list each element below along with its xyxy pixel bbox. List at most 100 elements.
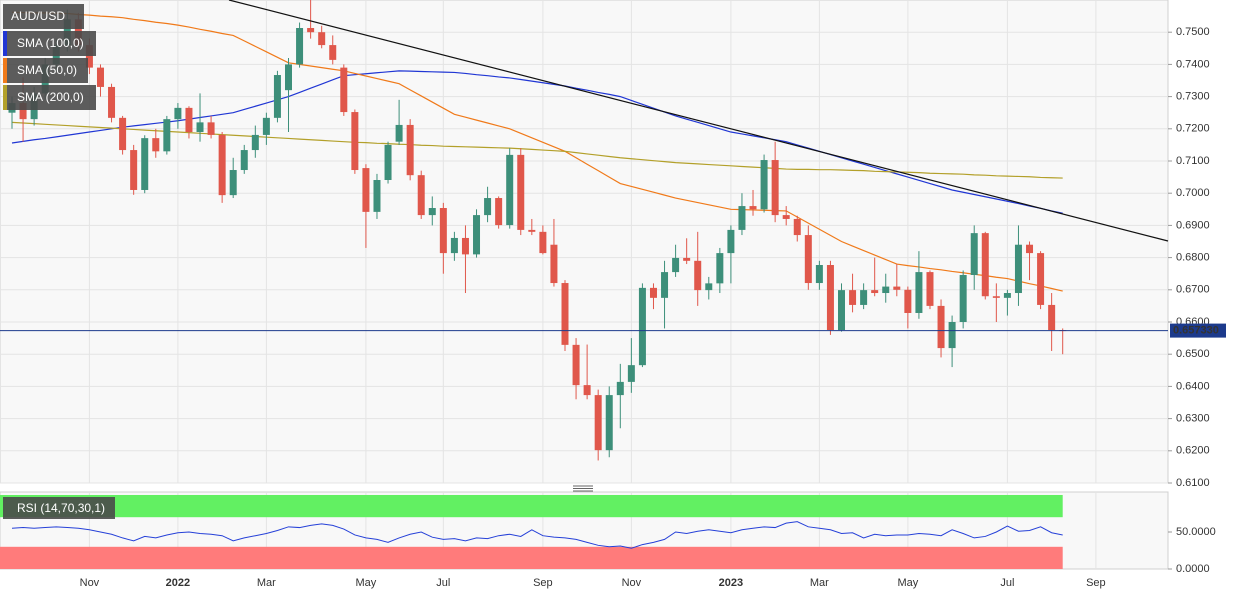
candle-body xyxy=(948,322,956,349)
candle-body xyxy=(1003,293,1011,298)
y-tick-label: 0.6800 xyxy=(1176,252,1210,264)
candle-body xyxy=(882,286,890,294)
candle-body xyxy=(804,235,812,284)
rsi-band xyxy=(0,495,1063,518)
candle-body xyxy=(904,289,912,313)
candle-body xyxy=(119,117,127,151)
candle-body xyxy=(406,124,414,176)
candle-body xyxy=(838,290,845,331)
candle-body xyxy=(771,160,779,216)
x-tick-label: Jul xyxy=(436,577,450,589)
y-tick-label: 0.7500 xyxy=(1176,26,1210,38)
x-tick-label: Nov xyxy=(80,577,100,589)
legend-box[interactable] xyxy=(3,4,84,29)
candle-body xyxy=(439,208,447,254)
candle-body xyxy=(484,198,492,216)
legend-box[interactable] xyxy=(3,497,115,519)
candle-body xyxy=(196,122,204,133)
candle-body xyxy=(318,32,326,46)
candle-body xyxy=(992,296,1000,298)
rsi-band xyxy=(0,546,1063,569)
legend-marker xyxy=(3,85,7,110)
y-tick-label: 0.6300 xyxy=(1176,413,1210,425)
candle-body xyxy=(473,215,481,255)
price-panel xyxy=(0,0,1169,484)
candle-body xyxy=(1037,253,1045,305)
y-tick-label: 0.6900 xyxy=(1176,219,1210,231)
candle-body xyxy=(594,395,602,451)
rsi-y-tick-label: 50.0000 xyxy=(1176,526,1216,538)
candle-body xyxy=(705,283,713,291)
candle-body xyxy=(793,218,801,236)
rsi-legend-label: RSI (14,70,30,1) xyxy=(17,501,105,515)
rsi-y-tick-label: 0.0000 xyxy=(1176,563,1210,575)
candle-body xyxy=(561,283,569,345)
candle-body xyxy=(152,138,160,152)
legend: AUD/USD SMA (100,0) SMA (50,0) SMA (200,… xyxy=(3,4,115,519)
x-tick-label: Nov xyxy=(622,577,642,589)
y-tick-label: 0.7300 xyxy=(1176,91,1210,103)
legend-symbol: AUD/USD xyxy=(11,9,65,23)
panel-handle[interactable] xyxy=(573,485,593,492)
candle-body xyxy=(428,208,436,216)
candle-body xyxy=(450,237,458,254)
candle-body xyxy=(937,305,945,349)
candle-body xyxy=(815,265,823,284)
candle-body xyxy=(959,274,967,322)
y-tick-label: 0.6700 xyxy=(1176,284,1210,296)
y-tick-label: 0.6400 xyxy=(1176,380,1210,392)
candle-body xyxy=(96,67,104,87)
candle-body xyxy=(285,64,292,91)
candle-body xyxy=(395,124,403,142)
legend-box[interactable] xyxy=(3,85,96,110)
candle-body xyxy=(627,365,635,382)
last-price-label: 0.657330 xyxy=(1173,325,1219,337)
candle-body xyxy=(517,154,525,230)
x-tick-label: May xyxy=(356,577,377,589)
candle-body xyxy=(672,257,680,273)
y-tick-label: 0.6500 xyxy=(1176,348,1210,360)
candle-body xyxy=(141,138,149,190)
candle-body xyxy=(572,344,580,386)
x-tick-label: Sep xyxy=(1086,577,1106,589)
legend-label: SMA (100,0) xyxy=(17,36,84,50)
legend-label: SMA (50,0) xyxy=(17,63,77,77)
candle-body xyxy=(362,168,370,212)
rsi-line xyxy=(11,521,1063,549)
candle-body xyxy=(108,86,116,118)
candle-body xyxy=(240,150,248,171)
candle-body xyxy=(506,154,514,226)
candle-body xyxy=(85,45,93,68)
legend-box[interactable] xyxy=(3,58,88,83)
candle-body xyxy=(539,231,547,254)
candle-body xyxy=(727,229,735,254)
x-tick-label: Sep xyxy=(533,577,553,589)
candle-body xyxy=(207,122,215,135)
candle-body xyxy=(218,134,226,196)
candle-body xyxy=(583,385,591,396)
legend-marker xyxy=(3,58,7,83)
candle-body xyxy=(738,206,746,230)
legend-box[interactable] xyxy=(3,31,96,56)
candle-body xyxy=(981,233,989,297)
x-tick-label: 2022 xyxy=(166,577,190,589)
candle-body xyxy=(915,272,923,313)
candle-body xyxy=(251,134,259,151)
marks xyxy=(0,0,1168,549)
candle-body xyxy=(638,287,646,366)
candle-body xyxy=(229,170,237,196)
candle-body xyxy=(1014,244,1022,294)
candle-body xyxy=(461,237,469,255)
candle-body xyxy=(1048,304,1056,331)
candle-body xyxy=(19,103,27,120)
x-tick-label: Jul xyxy=(1000,577,1014,589)
candle-body xyxy=(926,272,934,306)
candle-body xyxy=(1026,244,1034,254)
candle-body xyxy=(273,75,281,118)
candle-body xyxy=(760,160,768,210)
y-tick-label: 0.7100 xyxy=(1176,155,1210,167)
candle-body xyxy=(661,272,669,298)
y-tick-label: 0.6200 xyxy=(1176,445,1210,457)
candle-body xyxy=(970,233,978,275)
